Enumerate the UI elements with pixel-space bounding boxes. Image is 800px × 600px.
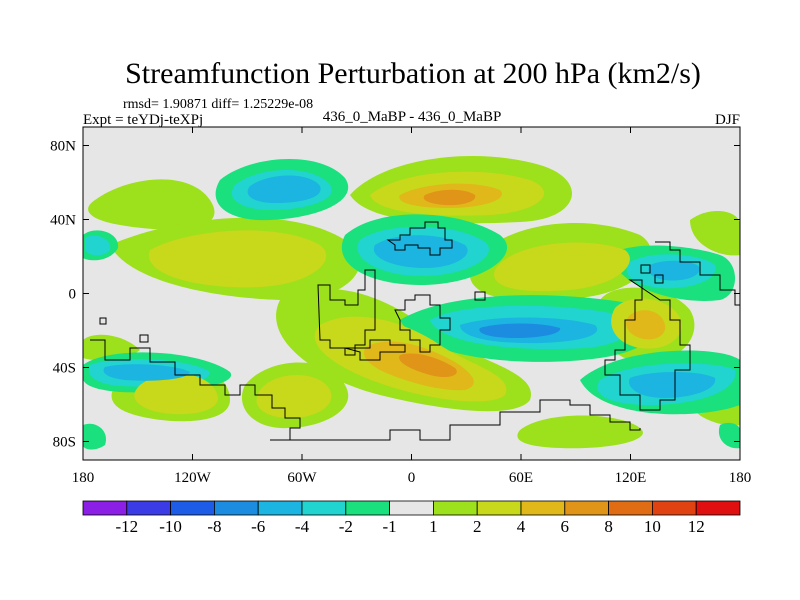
- negative-4-north-west: [247, 175, 321, 203]
- positive-2-equatorial: [148, 230, 327, 288]
- y-tick-label: 40S: [53, 361, 76, 377]
- colorbar-label: 1: [429, 517, 438, 536]
- positive-band-midlat-north: [88, 179, 215, 230]
- positive-2-south-mid: [256, 375, 332, 419]
- colorbar-label: -6: [251, 517, 265, 536]
- colorbar-swatch: [345, 500, 390, 516]
- coastline-south-america: [317, 269, 376, 356]
- colorbar-label: -1: [383, 517, 397, 536]
- center-label: 436_0_MaBP - 436_0_MaBP: [323, 109, 502, 125]
- left-label: Expt = teYDj-teXPj: [83, 112, 203, 128]
- negative-2-far-west: [85, 235, 111, 256]
- positive-band-pacific-east: [690, 210, 740, 256]
- positive-6-tropics: [399, 353, 457, 378]
- coastline-islands: [99, 264, 664, 343]
- colorbar-label: 2: [473, 517, 482, 536]
- colorbar-swatch: [652, 500, 697, 516]
- y-tick-label: 0: [69, 287, 77, 303]
- coastline-indonesia: [604, 279, 691, 411]
- negative-4-mid-atlantic: [373, 235, 468, 268]
- colorbar-swatch: [608, 500, 653, 516]
- colorbar-label: 10: [644, 517, 661, 536]
- negative-band-far-west-south: [83, 423, 106, 450]
- colorbar-swatch: [432, 500, 478, 516]
- colorbar-swatch: [564, 500, 609, 516]
- x-tick-label: 120E: [615, 470, 647, 486]
- x-tick-label: 180: [729, 470, 752, 486]
- x-tick-label: 180: [72, 470, 95, 486]
- colorbar-swatch: [301, 500, 347, 516]
- y-axis: 80N 40N 0 40S 80S: [50, 139, 740, 451]
- colorbar-swatch: [695, 500, 741, 516]
- y-tick-label: 80N: [50, 139, 76, 155]
- negative-4-south-east: [629, 372, 716, 398]
- colorbar-swatch: [257, 500, 303, 516]
- colorbar-label: -2: [339, 517, 353, 536]
- positive-6-northeast: [423, 189, 476, 206]
- colorbar-swatch: [213, 500, 259, 516]
- contour-fill-band-6: [399, 189, 561, 378]
- positive-4-east-trop: [626, 310, 666, 340]
- colorbar-label: 8: [604, 517, 613, 536]
- right-label: DJF: [715, 112, 740, 128]
- coastlines: [90, 221, 740, 441]
- x-axis: 180 120W 60W 0 60E 120E 180: [72, 127, 752, 486]
- coastline-south-atlantic: [344, 339, 406, 361]
- colorbar-swatch: [476, 500, 522, 516]
- y-tick-label: 40N: [50, 213, 76, 229]
- coastline-africa: [394, 294, 451, 353]
- map-plot: [83, 127, 740, 460]
- colorbar-swatch: [82, 500, 128, 516]
- stats-line: rmsd= 1.90871 diff= 1.25229e-08: [123, 97, 313, 112]
- colorbar-label: 6: [561, 517, 570, 536]
- colorbar-label: -10: [159, 517, 182, 536]
- x-tick-label: 60E: [509, 470, 533, 486]
- negative-4-southwest: [103, 364, 190, 381]
- colorbar-swatch: [520, 500, 566, 516]
- colorbar-label: 12: [688, 517, 705, 536]
- x-tick-label: 0: [408, 470, 416, 486]
- x-tick-label: 120W: [174, 470, 212, 486]
- negative-4-pacific: [648, 260, 700, 281]
- colorbar-label: -4: [295, 517, 310, 536]
- positive-2-south-west: [134, 373, 218, 415]
- colorbar-label: -8: [207, 517, 221, 536]
- colorbar-swatch: [170, 500, 215, 516]
- coastline-europe: [386, 221, 453, 256]
- colorbar-label: -12: [115, 517, 138, 536]
- chart-title: Streamfunction Perturbation at 200 hPa (…: [125, 57, 701, 90]
- colorbar-swatch: [389, 500, 434, 516]
- negative-6-tropics: [479, 323, 561, 338]
- coastline-asia-east: [655, 241, 740, 306]
- coastline-antarctica: [90, 339, 641, 441]
- colorbar-swatch: [126, 500, 172, 516]
- x-tick-label: 60W: [287, 470, 317, 486]
- colorbar-label: 4: [517, 517, 526, 536]
- y-tick-label: 80S: [53, 435, 76, 451]
- colorbar: -12 -10 -8 -6 -4 -2 -1 1 2 4 6 8 10 12: [82, 500, 741, 536]
- positive-band-south-east: [517, 415, 643, 449]
- positive-2-east-mid: [494, 242, 630, 292]
